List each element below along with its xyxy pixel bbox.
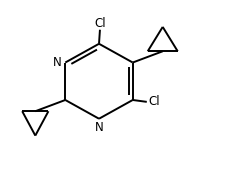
Text: N: N <box>94 121 103 134</box>
Text: Cl: Cl <box>94 17 105 30</box>
Text: N: N <box>52 56 61 69</box>
Text: Cl: Cl <box>148 95 159 108</box>
